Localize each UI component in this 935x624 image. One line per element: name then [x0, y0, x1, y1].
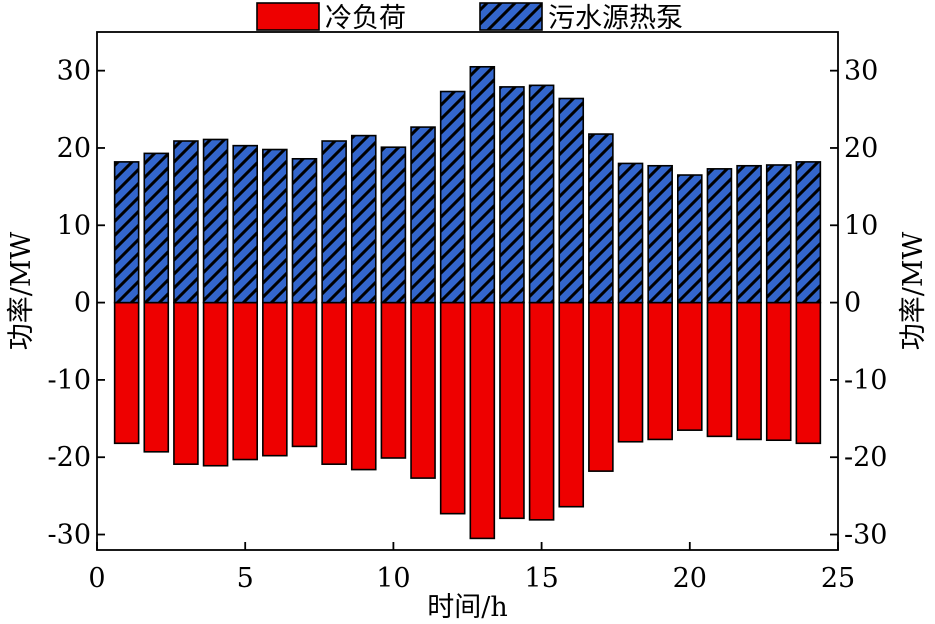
- cooling-load-bar-20: [676, 301, 703, 431]
- bars-layer: [113, 65, 822, 540]
- cooling-load-bar-1: [113, 301, 140, 445]
- heat-pump-bar-23: [765, 164, 792, 304]
- cooling-load-bar-15: [528, 301, 555, 521]
- x-tick-label: 10: [376, 563, 410, 594]
- legend-swatch-heat-pump: [479, 2, 543, 31]
- legend-swatch-cooling-load: [256, 2, 320, 31]
- x-tick-label: 20: [673, 563, 707, 594]
- y-tick-label-right: -10: [844, 365, 887, 396]
- y-tick-label-left: -20: [48, 442, 91, 473]
- heat-pump-bar-10: [380, 146, 407, 304]
- y-tick-label-right: 30: [844, 56, 878, 87]
- heat-pump-bar-11: [410, 126, 436, 304]
- y-tick-label-left: 0: [74, 288, 91, 319]
- y-tick-label-left: 10: [57, 210, 91, 241]
- x-tick-label: 25: [821, 563, 855, 594]
- heat-pump-bar-21: [706, 168, 733, 304]
- legend-label-cooling-load: 冷负荷: [325, 3, 406, 34]
- heat-pump-bar-6: [262, 148, 288, 304]
- cooling-load-bar-7: [291, 301, 318, 448]
- cooling-load-bar-2: [143, 301, 170, 453]
- heat-pump-bar-8: [321, 140, 347, 304]
- cooling-load-bar-5: [232, 301, 258, 461]
- cooling-load-bar-22: [736, 301, 762, 441]
- cooling-load-bar-11: [410, 301, 436, 479]
- heat-pump-bar-22: [736, 164, 762, 304]
- cooling-load-bar-12: [439, 301, 466, 515]
- x-tick-label: 5: [237, 563, 254, 594]
- y-tick-label-right: 10: [844, 210, 878, 241]
- x-axis-title: 时间/h: [427, 592, 508, 623]
- cooling-load-bar-8: [321, 301, 347, 465]
- heat-pump-bar-4: [202, 138, 229, 304]
- y-tick-label-right: -20: [844, 442, 887, 473]
- heat-pump-bar-14: [499, 86, 525, 304]
- cooling-load-bar-14: [499, 301, 525, 520]
- cooling-load-bar-4: [202, 301, 229, 467]
- heat-pump-bar-1: [113, 161, 140, 304]
- y-tick-label-left: 30: [57, 56, 91, 87]
- y-tick-label-right: -30: [844, 520, 887, 551]
- heat-pump-bar-12: [439, 90, 466, 304]
- x-tick-label: 15: [524, 563, 558, 594]
- heat-pump-bar-17: [588, 133, 614, 304]
- heat-pump-bar-7: [291, 157, 318, 304]
- y-axis-title-left: 功率/MW: [6, 232, 37, 351]
- cooling-load-bar-6: [262, 301, 288, 457]
- heat-pump-bar-13: [469, 65, 496, 304]
- cooling-load-bar-17: [588, 301, 614, 472]
- y-axis-title-right: 功率/MW: [898, 232, 929, 351]
- y-tick-label-left: 20: [57, 133, 91, 164]
- x-tick-label: 0: [88, 563, 105, 594]
- axes-layer: -30 -30 -20 -20 -10 -10 0 0 10 10 20 20 30 30 0 5 10 15 20…: [6, 31, 929, 623]
- cooling-load-bar-3: [173, 301, 199, 465]
- y-tick-label-left: -10: [48, 365, 91, 396]
- y-tick-label-right: 0: [844, 288, 861, 319]
- legend-label-heat-pump: 污水源热泵: [548, 3, 683, 34]
- heat-pump-bar-2: [143, 152, 170, 304]
- heat-pump-bar-3: [173, 140, 199, 304]
- cooling-load-bar-19: [647, 301, 673, 441]
- heat-pump-bar-19: [647, 164, 673, 304]
- heat-pump-bar-20: [676, 174, 703, 304]
- cooling-load-bar-16: [558, 301, 585, 508]
- cooling-load-bar-23: [765, 301, 792, 442]
- heat-pump-bar-24: [795, 161, 822, 304]
- heat-pump-bar-9: [350, 134, 377, 304]
- cooling-load-bar-18: [617, 301, 644, 443]
- heat-pump-bar-16: [558, 97, 585, 304]
- cooling-load-bar-9: [350, 301, 377, 471]
- y-tick-label-right: 20: [844, 133, 878, 164]
- cooling-load-bar-13: [469, 301, 496, 540]
- heat-pump-bar-5: [232, 144, 258, 304]
- y-tick-label-left: -30: [48, 520, 91, 551]
- cooling-load-bar-24: [795, 301, 822, 445]
- cooling-load-bar-21: [706, 301, 733, 438]
- plot-frame: [96, 31, 839, 551]
- legend: 冷负荷 污水源热泵: [256, 2, 683, 34]
- cooling-load-bar-10: [380, 301, 407, 459]
- heat-pump-bar-15: [528, 84, 555, 304]
- heat-pump-bar-18: [617, 162, 644, 304]
